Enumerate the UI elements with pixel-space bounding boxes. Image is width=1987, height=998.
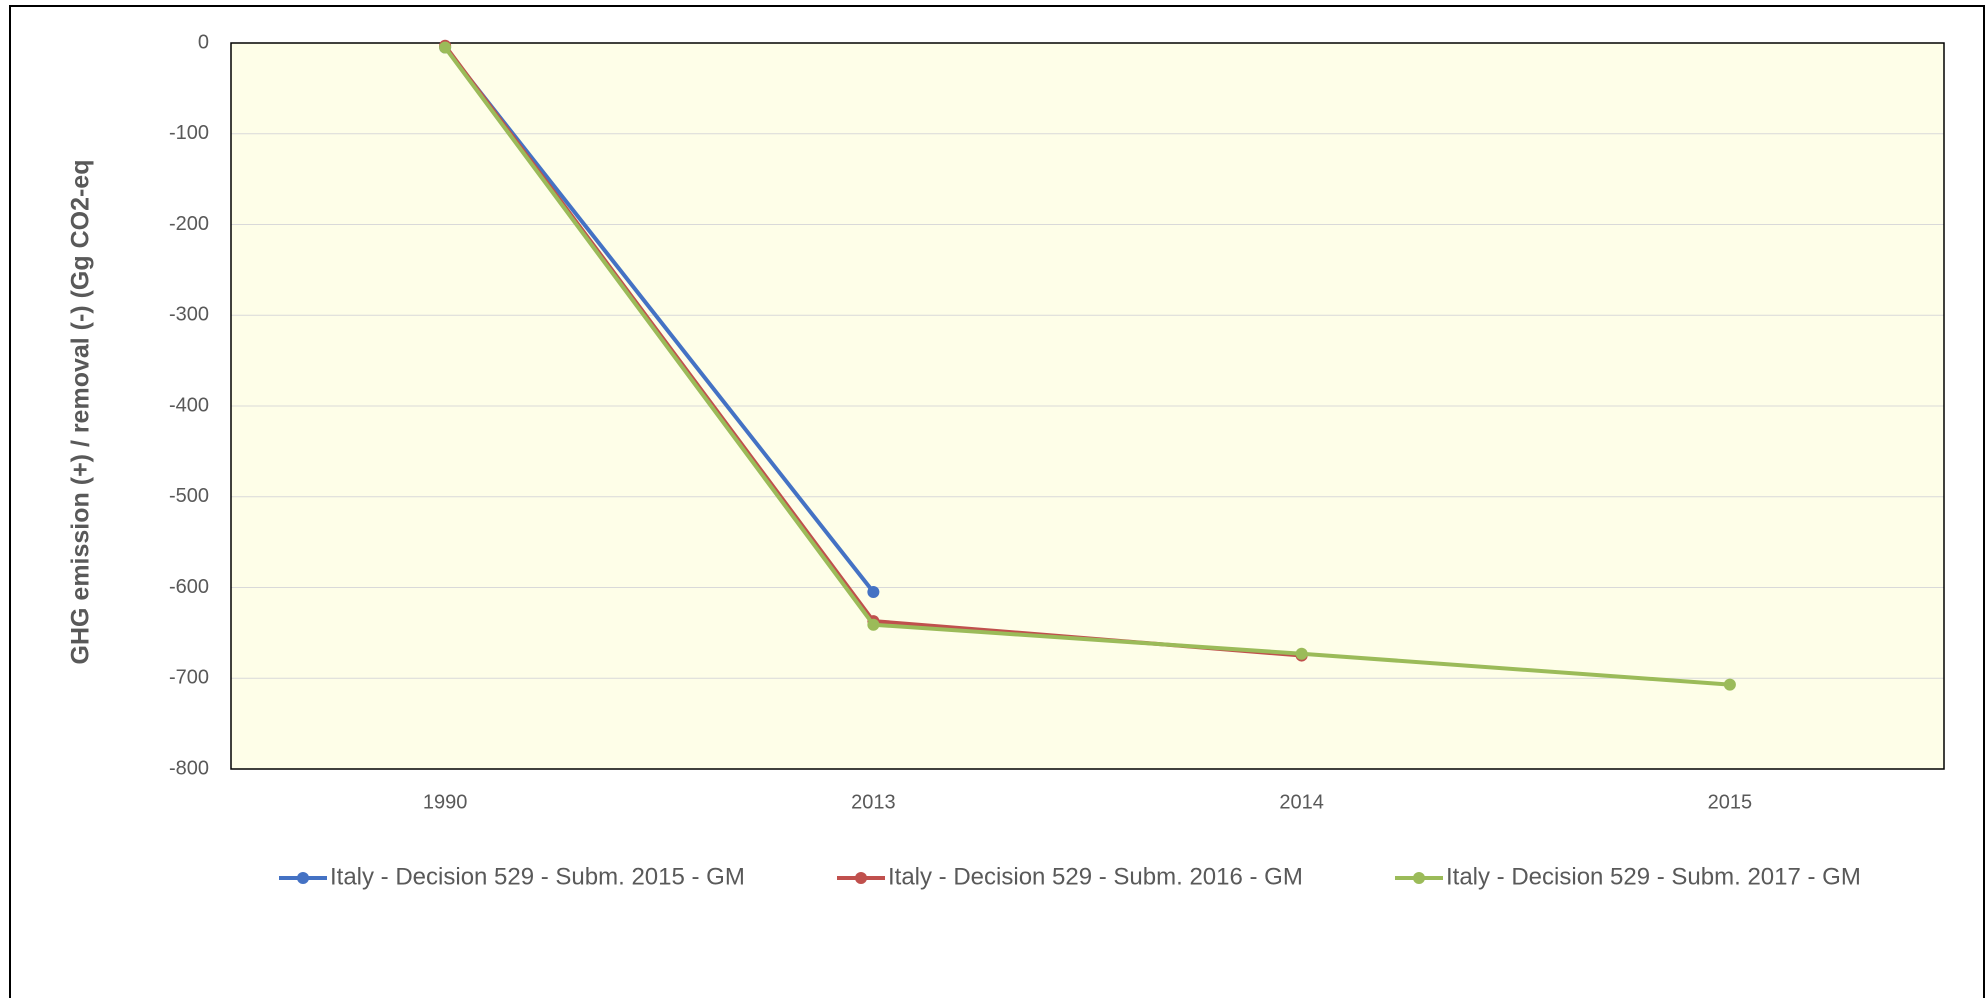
legend-label: Italy - Decision 529 - Subm. 2017 - GM <box>1446 863 1861 890</box>
y-tick-label: -200 <box>169 213 209 235</box>
plot-border <box>230 42 1945 770</box>
y-tick-label: -800 <box>169 757 209 779</box>
y-tick-label: 0 <box>198 31 209 53</box>
y-tick-label: -600 <box>169 576 209 598</box>
y-axis-label: GHG emission (+) / removal (-) (Gg CO2-e… <box>67 160 95 665</box>
legend-label: Italy - Decision 529 - Subm. 2016 - GM <box>888 863 1303 890</box>
legend: Italy - Decision 529 - Subm. 2015 - GM It… <box>279 863 1861 890</box>
y-tick-label: -400 <box>169 394 209 416</box>
x-tick-label: 2015 <box>1708 791 1753 813</box>
series-line <box>443 46 1731 687</box>
data-point <box>439 41 452 54</box>
legend-label: Italy - Decision 529 - Subm. 2015 - GM <box>330 863 745 890</box>
y-tick-label: -300 <box>169 304 209 326</box>
legend-swatch-marker <box>297 872 309 884</box>
legend-swatch-marker <box>1413 872 1425 884</box>
y-tick-label: -100 <box>169 122 209 144</box>
y-tick-label: -500 <box>169 485 209 507</box>
data-point <box>1295 647 1308 660</box>
x-tick-label: 2014 <box>1279 791 1324 813</box>
x-tick-label: 1990 <box>423 791 468 813</box>
x-tick-label: 2013 <box>851 791 896 813</box>
y-tick-label: -700 <box>169 667 209 689</box>
data-point <box>867 618 880 631</box>
data-point <box>1723 678 1736 691</box>
data-point <box>867 586 880 599</box>
legend-swatch-marker <box>855 872 867 884</box>
